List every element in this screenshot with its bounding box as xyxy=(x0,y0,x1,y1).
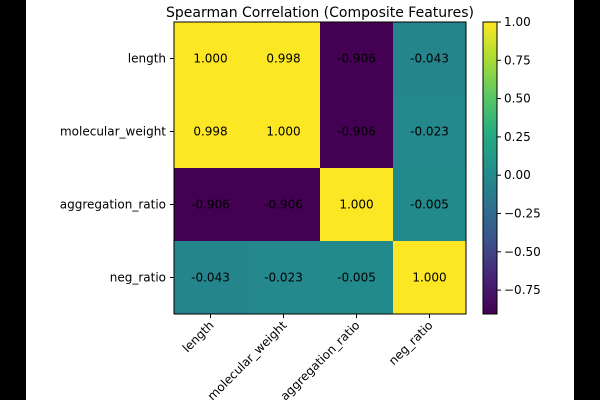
x-tick-label: aggregation_ratio xyxy=(278,318,363,400)
heatmap-cells xyxy=(174,22,467,315)
cell-value-label: -0.906 xyxy=(264,198,303,212)
cell-value-label: 1.000 xyxy=(339,198,373,212)
cell-value-label: -0.906 xyxy=(191,198,230,212)
y-tick-label: molecular_weight xyxy=(60,125,166,139)
correlation-heatmap: Spearman Correlation (Composite Features… xyxy=(60,5,541,400)
heatmap-cell xyxy=(174,22,248,96)
colorbar-tick-label: −0.75 xyxy=(504,283,541,297)
cell-value-label: 0.998 xyxy=(266,52,300,66)
heatmap-cell xyxy=(320,22,394,96)
heatmap-cell xyxy=(174,95,248,169)
cell-value-label: -0.043 xyxy=(410,52,449,66)
cell-value-label: 0.998 xyxy=(193,125,227,139)
y-tick-label: length xyxy=(128,52,166,66)
colorbar-tick-label: 0.75 xyxy=(504,53,531,67)
colorbar-tick-label: 0.25 xyxy=(504,130,531,144)
heatmap-cell xyxy=(320,241,394,315)
cell-value-label: -0.906 xyxy=(337,125,376,139)
plot-frame xyxy=(173,21,467,315)
colorbar-tick-label: 0.50 xyxy=(504,92,531,106)
heatmap-cell xyxy=(247,241,321,315)
heatmap-cell-labels: 1.000 0.998 -0.906 -0.043 0.998 1.000 -0.906 -0… xyxy=(191,52,449,285)
colorbar-axis: 1.00 0.75 0.50 0.25 0.00 −0.25 −0.50 −0.75 xyxy=(497,15,541,297)
cell-value-label: 1.000 xyxy=(193,52,227,66)
cell-value-label: -0.043 xyxy=(191,271,230,285)
heatmap-cell xyxy=(393,168,467,242)
colorbar xyxy=(482,21,498,315)
colorbar-tick-label: 1.00 xyxy=(504,15,531,29)
heatmap-cell xyxy=(393,95,467,169)
heatmap-cell xyxy=(247,22,321,96)
cell-value-label: 1.000 xyxy=(412,271,446,285)
cell-value-label: -0.005 xyxy=(337,271,376,285)
cell-value-label: -0.023 xyxy=(264,271,303,285)
y-tick-label: aggregation_ratio xyxy=(60,198,166,212)
y-axis: length molecular_weight aggregation_ration… xyxy=(60,52,174,285)
heatmap-cell xyxy=(174,241,248,315)
figure: Spearman Correlation (Composite Features… xyxy=(26,0,574,400)
cell-value-label: -0.906 xyxy=(337,52,376,66)
y-tick-label: neg_ratio xyxy=(110,271,166,285)
colorbar-tick-label: 0.00 xyxy=(504,168,531,182)
heatmap-cell xyxy=(393,22,467,96)
heatmap-cell xyxy=(393,241,467,315)
x-tick-label: molecular_weight xyxy=(205,318,290,400)
cell-value-label: -0.023 xyxy=(410,125,449,139)
chart-title: Spearman Correlation (Composite Features… xyxy=(166,5,474,21)
colorbar-tick-label: −0.25 xyxy=(504,207,541,221)
heatmap-cell xyxy=(320,95,394,169)
x-tick-label: length xyxy=(180,318,217,355)
heatmap-cell xyxy=(247,168,321,242)
heatmap-cell xyxy=(247,95,321,169)
heatmap-cell xyxy=(320,168,394,242)
colorbar-tick-label: −0.50 xyxy=(504,245,541,259)
cell-value-label: -0.005 xyxy=(410,198,449,212)
x-tick-label: neg_ratio xyxy=(386,318,436,368)
heatmap-cell xyxy=(174,168,248,242)
cell-value-label: 1.000 xyxy=(266,125,300,139)
